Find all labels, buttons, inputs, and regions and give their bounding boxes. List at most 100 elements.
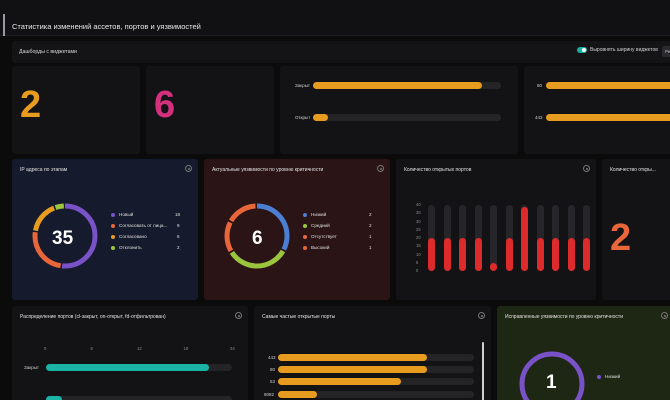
bar-track — [536, 205, 544, 271]
donut-total: 35 — [52, 228, 74, 249]
y-tick-label: 25 — [416, 226, 421, 232]
title-accent — [3, 14, 5, 36]
legend-item: Средний — [303, 223, 330, 228]
bar-track — [278, 378, 474, 385]
chart-bar[interactable] — [46, 396, 62, 400]
chart-bar[interactable] — [583, 238, 590, 271]
legend-dot — [303, 245, 307, 250]
settings-icon[interactable] — [185, 165, 192, 172]
legend-dot — [111, 212, 115, 217]
fixed-vulns-donut — [519, 351, 585, 400]
settings-icon[interactable] — [661, 312, 668, 319]
bar-track — [278, 354, 474, 361]
legend-dot — [111, 234, 115, 239]
bar-track — [313, 114, 501, 121]
legend-item: Высокий — [303, 245, 329, 250]
settings-icon[interactable] — [235, 312, 242, 319]
legend-item: Отсутствует — [303, 234, 337, 239]
chart-bar[interactable] — [474, 238, 482, 271]
legend-dot — [303, 223, 307, 228]
port-distribution-card: Распределение портов (cl-закрыт, on-откр… — [12, 306, 248, 400]
reset-button[interactable]: Ре — [662, 46, 670, 57]
bar-track — [567, 205, 575, 271]
align-width-toggle[interactable] — [577, 47, 587, 53]
donut-total: 6 — [252, 228, 263, 249]
page-title: Статистика изменений ассетов, портов и у… — [12, 22, 201, 31]
x-tick-label: 0 — [44, 346, 47, 351]
open-ports-stat-card: Количество откры... 2 — [602, 159, 670, 300]
card-title: Самые частые открытые порты — [262, 314, 336, 320]
y-tick-label: 0 — [416, 268, 419, 273]
top-bar: Статистика изменений ассетов, портов и у… — [0, 0, 670, 36]
stat-card-a: 2 — [12, 66, 140, 154]
chart-bar[interactable] — [505, 238, 513, 271]
y-tick-label: 10 — [416, 251, 421, 257]
y-tick-label: 30 — [416, 218, 421, 224]
open-ports-chart-card: Количество открытых портов 40 35 30 25 20 15 1… — [396, 159, 596, 300]
settings-icon[interactable] — [377, 165, 384, 172]
bar-track — [583, 205, 590, 271]
chart-bar[interactable] — [459, 238, 466, 271]
bar-track — [443, 205, 451, 271]
legend-item: Низкий — [303, 212, 326, 217]
bar-label: 80 — [537, 83, 543, 88]
legend-dot — [597, 374, 601, 379]
legend-dot — [303, 234, 307, 239]
legend-value: 1 — [369, 234, 372, 239]
bar-track — [546, 114, 670, 121]
settings-icon[interactable] — [478, 312, 485, 319]
bar-track — [278, 366, 474, 373]
ip-stages-card: IP адреса по этапам 35 Новый 18 Согласов… — [12, 159, 198, 300]
legend-item: Низкий — [597, 374, 620, 379]
stat-card-b: 6 — [146, 66, 274, 154]
bar-fill — [546, 82, 670, 89]
bar-label: 80 — [270, 367, 276, 372]
port-distribution-bar-chart: 0 6 12 18 24 Закрыт — [12, 306, 248, 400]
legend-dot — [111, 223, 115, 228]
x-tick-label: 12 — [137, 346, 142, 351]
bar-label: 53 — [270, 379, 276, 384]
chart-bar[interactable] — [428, 238, 435, 271]
legend-dot — [111, 245, 115, 250]
bar-track — [552, 205, 559, 271]
frequent-ports-card: Самые частые открытые порты 443 80 53 80… — [254, 306, 491, 400]
chart-bar[interactable] — [552, 238, 559, 271]
ip-stages-donut — [32, 203, 98, 269]
chart-bar[interactable] — [536, 238, 544, 271]
bar-track — [505, 205, 513, 271]
chart-bar[interactable] — [521, 206, 528, 271]
settings-icon[interactable] — [583, 165, 590, 172]
legend-item: Новый — [111, 212, 133, 217]
bar-track — [46, 364, 232, 371]
bar-label: Открыт — [295, 115, 311, 120]
card-title: Актуальные уязвимости по уровню критично… — [212, 167, 324, 173]
port-bars-card: 80 443 — [524, 66, 670, 154]
legend-value: 2 — [369, 223, 372, 228]
legend-value: 9 — [177, 223, 180, 228]
chart-bar[interactable] — [490, 262, 497, 271]
chart-bar[interactable] — [567, 238, 575, 271]
legend-value: 1 — [369, 245, 372, 250]
x-tick-label: 18 — [183, 346, 189, 351]
card-title: Исправленные уязвимости по уровню критич… — [505, 314, 623, 320]
legend-item: Согласовать от лица... — [111, 223, 167, 228]
legend-value: 18 — [175, 212, 181, 217]
bar-fill — [278, 366, 427, 373]
chart-bar[interactable] — [443, 238, 451, 271]
x-tick-label: 6 — [90, 346, 93, 351]
y-tick-label: 20 — [416, 235, 421, 240]
bar-label: Закрыт — [295, 83, 310, 88]
x-tick-label: 24 — [230, 346, 235, 351]
legend-value: 2 — [369, 212, 372, 217]
stat-value: 2 — [20, 84, 42, 126]
card-title: Распределение портов (cl-закрыт, on-откр… — [20, 314, 166, 320]
y-tick-label: 35 — [416, 210, 421, 216]
bar-label: 443 — [535, 115, 543, 120]
bar-track — [313, 82, 501, 89]
legend-dot — [303, 212, 307, 217]
bar-track — [546, 82, 670, 89]
y-tick-label: 40 — [416, 202, 421, 207]
port-status-card: Закрыт Открыт — [280, 66, 518, 154]
scrollbar[interactable] — [482, 342, 484, 400]
chart-bar[interactable] — [46, 364, 209, 371]
